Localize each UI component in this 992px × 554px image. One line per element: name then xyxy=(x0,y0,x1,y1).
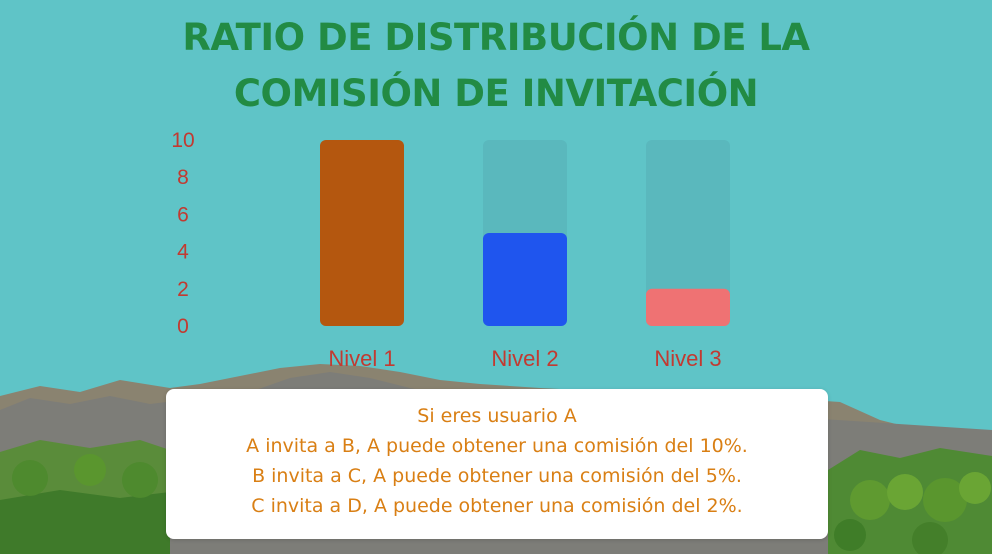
tree xyxy=(74,454,106,486)
bar xyxy=(483,233,567,326)
y-tick-label: 6 xyxy=(177,203,189,226)
tree xyxy=(850,480,890,520)
y-tick-label: 8 xyxy=(177,166,189,189)
info-line-1: Si eres usuario A xyxy=(417,405,577,427)
x-category-label: Nivel 2 xyxy=(491,346,558,371)
foreground-grass xyxy=(0,490,170,554)
x-category-label: Nivel 3 xyxy=(654,346,721,371)
tree xyxy=(959,472,991,504)
tree xyxy=(887,474,923,510)
y-tick-label: 2 xyxy=(177,278,189,301)
x-category-label: Nivel 1 xyxy=(328,346,395,371)
info-line-4: C invita a D, A puede obtener una comisi… xyxy=(251,495,743,517)
info-line-2: A invita a B, A puede obtener una comisi… xyxy=(246,435,748,457)
tree xyxy=(912,522,948,554)
bar-track xyxy=(646,140,730,326)
info-line-3: B invita a C, A puede obtener una comisi… xyxy=(252,465,742,487)
tree xyxy=(12,460,48,496)
bar xyxy=(320,140,404,326)
y-tick-label: 0 xyxy=(177,315,189,338)
bar xyxy=(646,288,730,326)
y-tick-label: 10 xyxy=(171,129,194,152)
title-line-1: RATIO DE DISTRIBUCIÓN DE LA xyxy=(182,16,810,59)
tree xyxy=(122,462,158,498)
title-line-2: COMISIÓN DE INVITACIÓN xyxy=(233,72,759,115)
page-title: RATIO DE DISTRIBUCIÓN DE LA COMISIÓN DE … xyxy=(0,10,992,122)
y-tick-label: 4 xyxy=(177,241,189,264)
info-card: Si eres usuario A A invita a B, A puede … xyxy=(166,389,828,539)
tree xyxy=(834,519,866,551)
tree xyxy=(923,478,967,522)
